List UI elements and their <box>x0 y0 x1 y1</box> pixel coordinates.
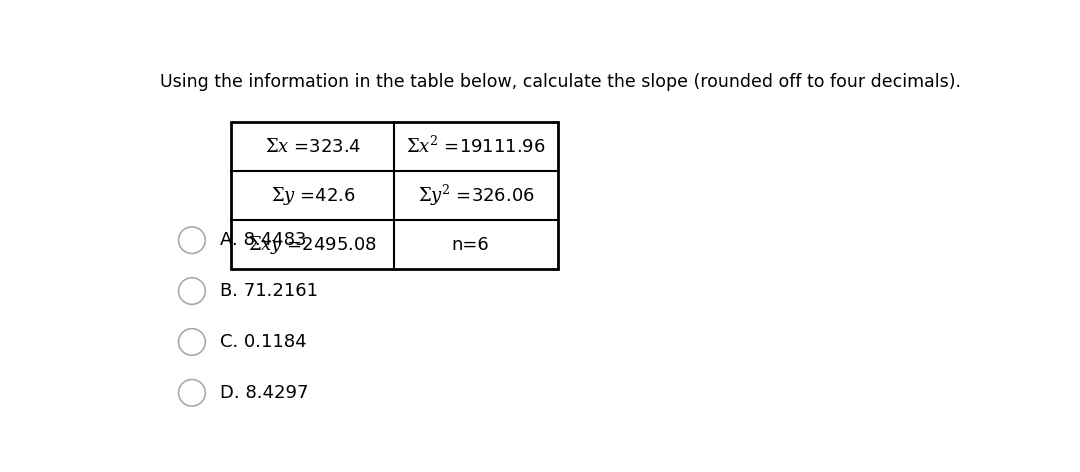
Text: B. 71.2161: B. 71.2161 <box>220 282 319 300</box>
Text: $\Sigma x^2$ =19111.96: $\Sigma x^2$ =19111.96 <box>406 136 545 157</box>
Text: $\Sigma x$ =323.4: $\Sigma x$ =323.4 <box>265 138 361 156</box>
Text: $\Sigma y$ =42.6: $\Sigma y$ =42.6 <box>271 185 355 207</box>
Bar <box>231 122 557 269</box>
Text: n=6: n=6 <box>451 236 489 254</box>
Text: Using the information in the table below, calculate the slope (rounded off to fo: Using the information in the table below… <box>160 73 961 91</box>
Text: $\Sigma y^2$ =326.06: $\Sigma y^2$ =326.06 <box>418 183 535 208</box>
Text: A. 8.4483: A. 8.4483 <box>220 231 307 249</box>
Text: $\Sigma xy$ =2495.08: $\Sigma xy$ =2495.08 <box>248 234 377 256</box>
Text: D. 8.4297: D. 8.4297 <box>220 384 309 402</box>
Text: C. 0.1184: C. 0.1184 <box>220 333 307 351</box>
